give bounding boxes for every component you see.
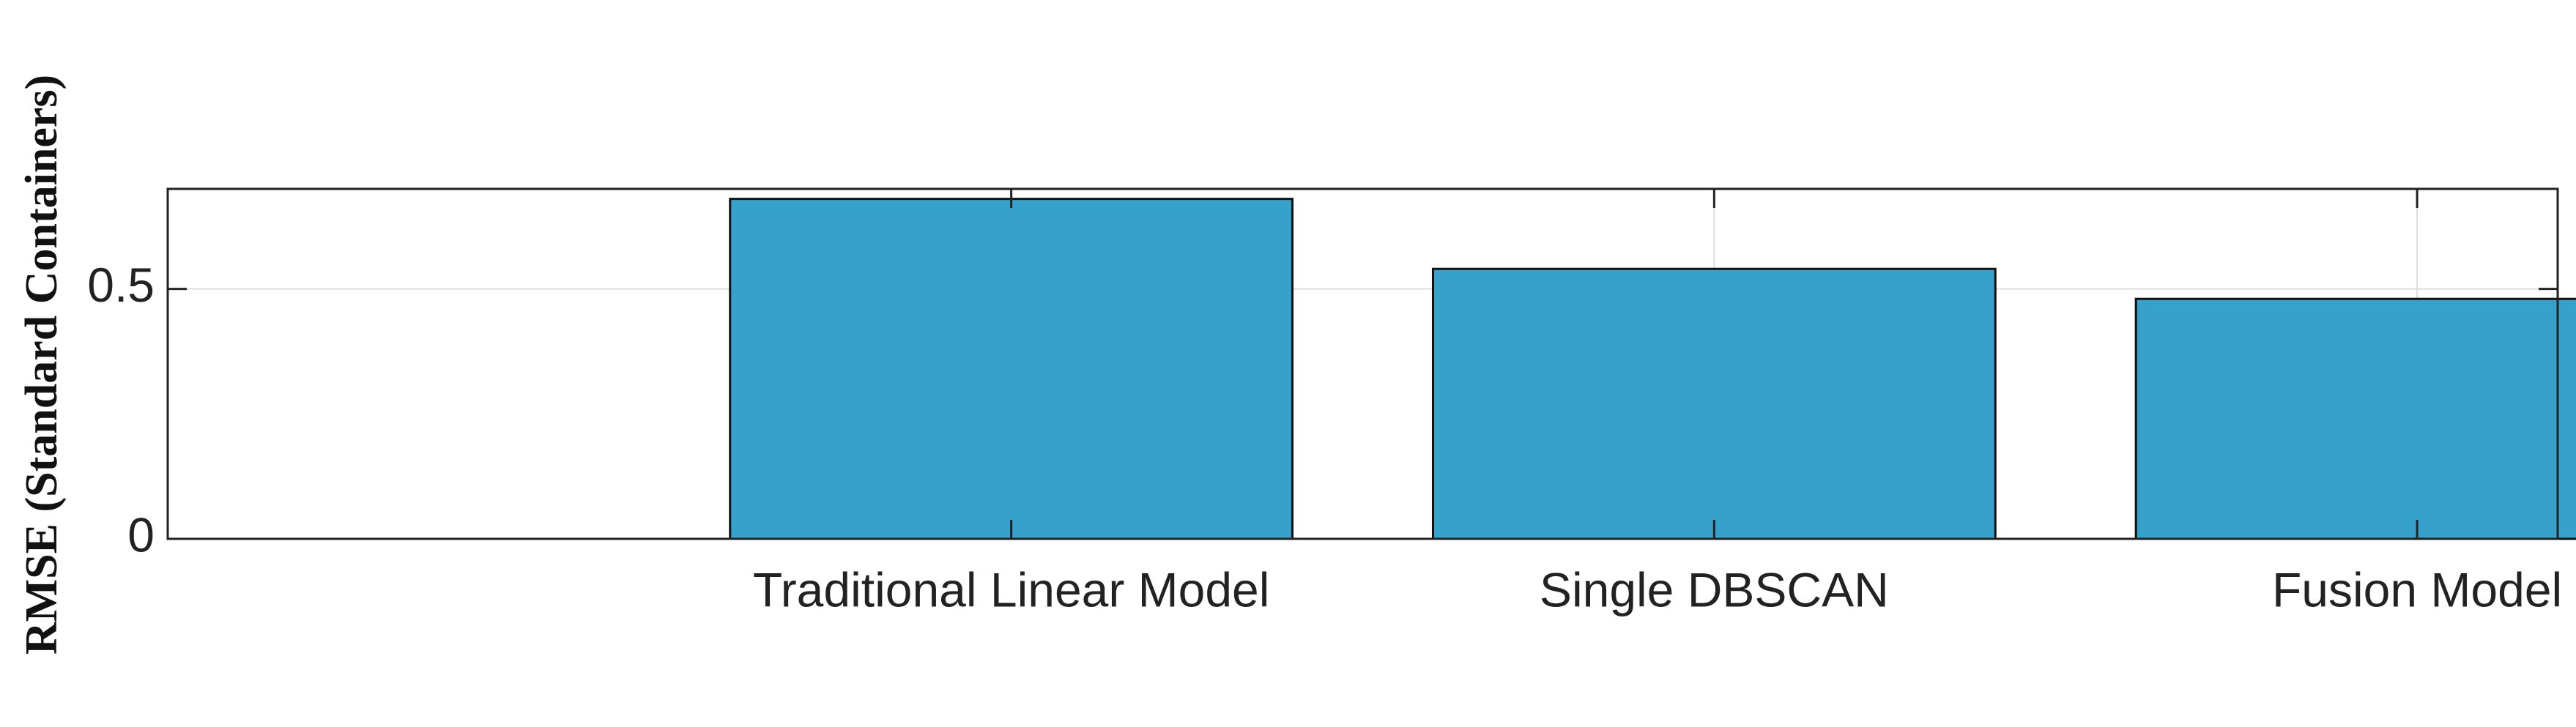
x-tick-label: Traditional Linear Model xyxy=(753,562,1270,616)
y-tick-label: 0.5 xyxy=(87,258,155,312)
bar xyxy=(2134,297,2576,540)
bar xyxy=(729,198,1294,540)
x-tick-label: Fusion Model xyxy=(2272,562,2562,616)
bar xyxy=(1431,267,1997,540)
y-axis-label: RMSE (Standard Containers) xyxy=(17,75,67,655)
plot-frame xyxy=(166,187,2559,540)
x-tick-label: Single DBSCAN xyxy=(1540,562,1889,616)
y-tick-label: 0 xyxy=(127,507,155,562)
